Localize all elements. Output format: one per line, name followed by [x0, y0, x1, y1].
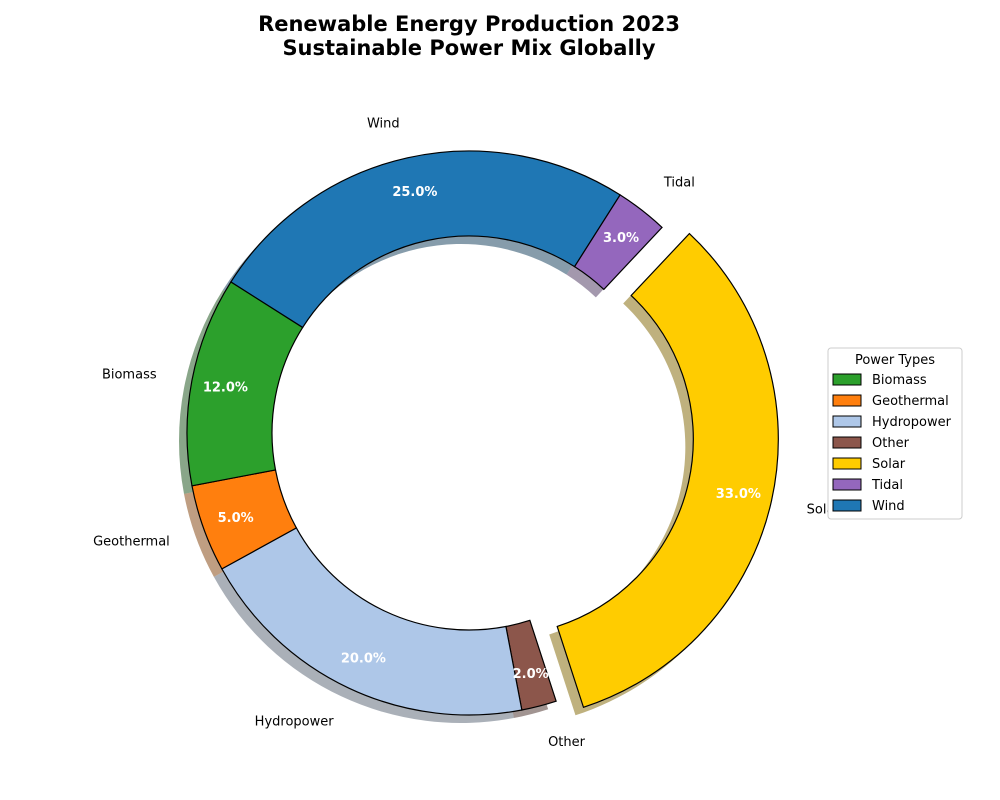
- slice-labels: SolarOtherHydropowerGeothermalBiomassWin…: [93, 117, 840, 750]
- legend-swatch-geothermal: [832, 394, 862, 407]
- pct-label-hydropower: 20.0%: [341, 651, 386, 666]
- legend-label-geothermal: Geothermal: [872, 394, 949, 409]
- pct-label-geothermal: 5.0%: [218, 511, 254, 526]
- slices: [186, 150, 779, 716]
- legend-swatch-hydropower: [832, 415, 862, 428]
- slice-tidal: [573, 194, 663, 291]
- legend-swatch-tidal: [832, 478, 862, 491]
- slice-wind: [230, 150, 621, 329]
- legend-label-biomass: Biomass: [872, 373, 927, 388]
- slice-label-tidal: Tidal: [663, 176, 695, 191]
- legend-swatch-solar: [832, 457, 862, 470]
- slice-label-other: Other: [548, 735, 586, 750]
- legend-title: Power Types: [855, 353, 935, 368]
- pct-label-tidal: 3.0%: [603, 231, 639, 246]
- pct-label-other: 2.0%: [513, 667, 549, 682]
- pct-label-wind: 25.0%: [392, 185, 437, 200]
- legend-label-other: Other: [872, 436, 910, 451]
- legend-label-hydropower: Hydropower: [872, 415, 952, 430]
- pct-label-solar: 33.0%: [716, 487, 761, 502]
- legend-swatch-wind: [832, 499, 862, 512]
- legend-label-solar: Solar: [872, 457, 906, 472]
- slice-solar: [556, 232, 779, 709]
- pct-label-biomass: 12.0%: [203, 381, 248, 396]
- legend-swatch-biomass: [832, 373, 862, 386]
- legend-frame: [827, 347, 963, 520]
- legend: Power Types Biomass Geothermal Hydropower O…: [827, 347, 963, 520]
- legend-label-tidal: Tidal: [871, 478, 903, 493]
- slice-label-hydropower: Hydropower: [255, 715, 335, 730]
- legend-swatch-other: [832, 436, 862, 449]
- slice-hydropower: [221, 527, 523, 716]
- percent-labels: 33.0% 2.0% 20.0% 5.0% 12.0% 25.0% 3.0%: [203, 185, 761, 682]
- chart-title-line1: Renewable Energy Production 2023: [258, 12, 680, 36]
- slice-label-geothermal: Geothermal: [93, 535, 170, 550]
- legend-label-wind: Wind: [872, 499, 905, 514]
- slice-label-wind: Wind: [367, 117, 400, 132]
- slice-label-biomass: Biomass: [102, 367, 157, 382]
- chart-title-line2: Sustainable Power Mix Globally: [282, 36, 655, 60]
